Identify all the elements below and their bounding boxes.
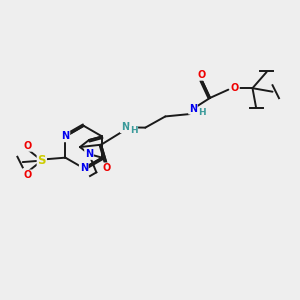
Text: H: H bbox=[130, 126, 137, 135]
Text: H: H bbox=[198, 108, 206, 117]
Text: N: N bbox=[80, 163, 88, 173]
Text: O: O bbox=[103, 163, 111, 173]
Text: O: O bbox=[197, 70, 206, 80]
Text: O: O bbox=[231, 83, 239, 93]
Text: S: S bbox=[38, 154, 46, 167]
Text: O: O bbox=[24, 141, 32, 151]
Text: O: O bbox=[24, 170, 32, 180]
Text: N: N bbox=[85, 149, 93, 159]
Text: N: N bbox=[61, 131, 70, 142]
Text: N: N bbox=[189, 104, 197, 114]
Text: N: N bbox=[121, 122, 129, 132]
